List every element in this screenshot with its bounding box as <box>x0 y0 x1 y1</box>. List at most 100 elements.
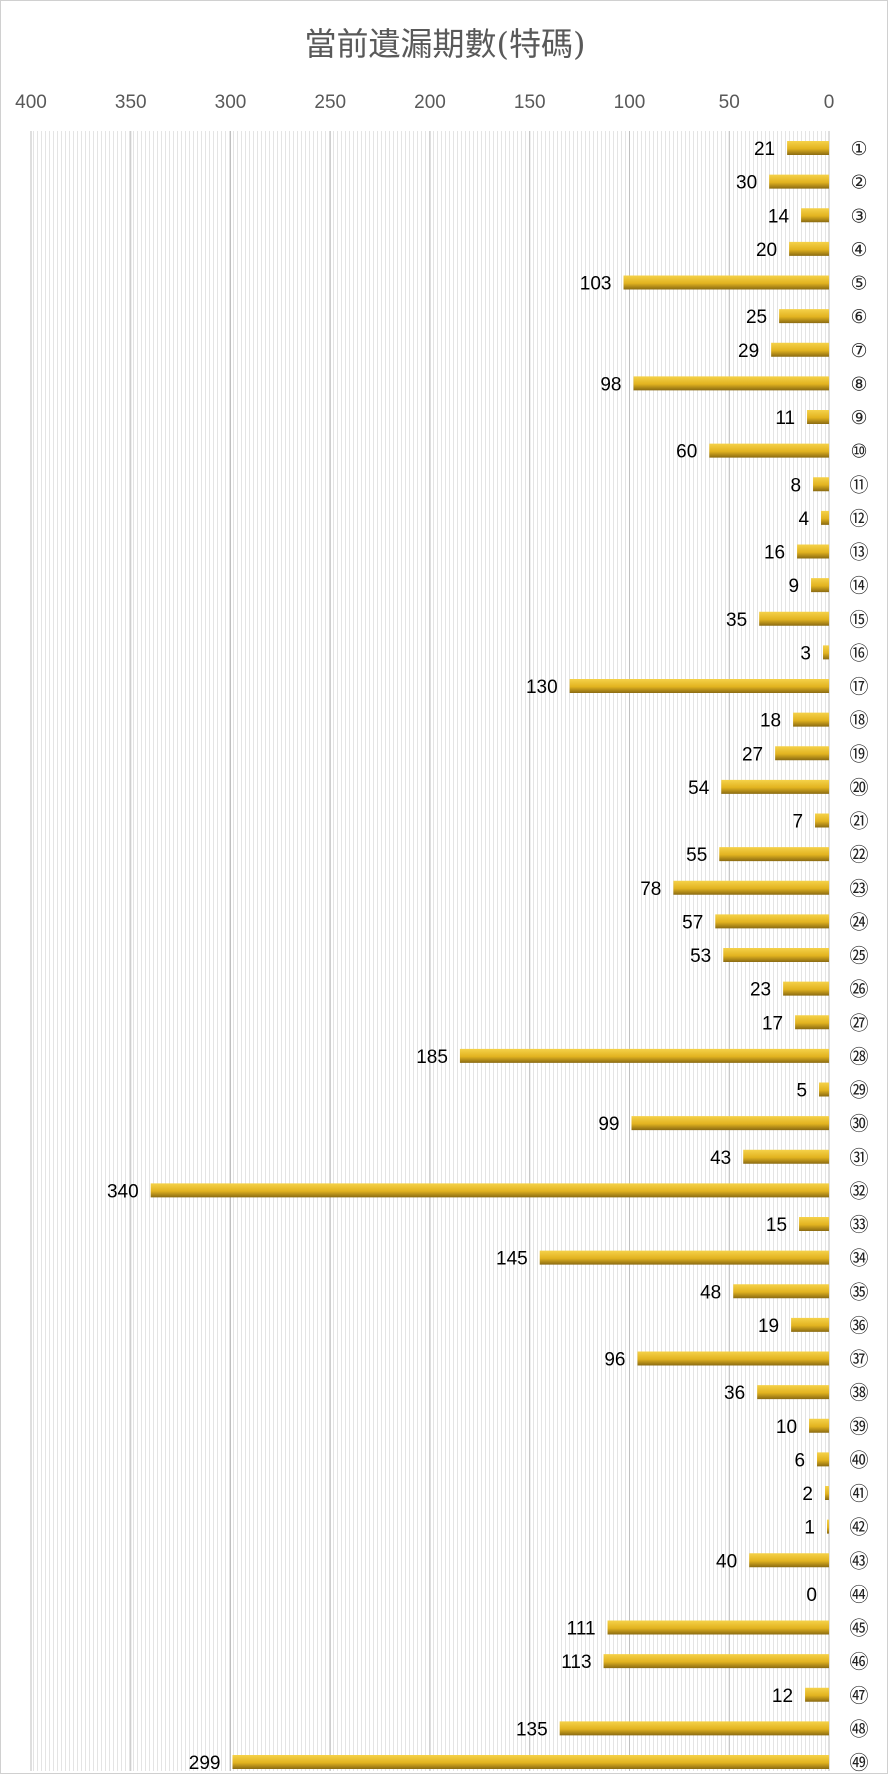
category-label: ㊲ <box>849 1349 868 1371</box>
bar <box>787 141 829 155</box>
x-tick-label: 0 <box>824 92 835 113</box>
bar <box>795 1015 829 1030</box>
bar <box>733 1284 829 1299</box>
category-label: ㉟ <box>849 1281 868 1303</box>
category-label: ㉘ <box>849 1046 868 1068</box>
bar <box>721 779 829 794</box>
category-label: ⑩ <box>850 441 867 463</box>
bar <box>809 1418 829 1433</box>
category-label: ⑪ <box>849 474 868 496</box>
bar <box>539 1250 829 1265</box>
category-label: ㉞ <box>849 1248 868 1270</box>
data-label: 48 <box>700 1282 721 1303</box>
category-label: ㊾ <box>849 1752 868 1774</box>
category-label: ⑥ <box>850 306 867 328</box>
category-label: ⑮ <box>849 609 868 631</box>
bar <box>825 1486 829 1500</box>
category-label: ① <box>850 138 867 160</box>
category-label: ㊻ <box>849 1651 868 1673</box>
data-label: 0 <box>806 1585 817 1606</box>
category-label: ㉚ <box>849 1113 868 1135</box>
data-label: 7 <box>792 812 803 833</box>
category-label: ㊴ <box>849 1416 868 1438</box>
x-tick-label: 50 <box>719 92 740 113</box>
category-label: ㊹ <box>849 1584 868 1606</box>
category-label: ㊼ <box>849 1685 868 1707</box>
data-label: 99 <box>598 1114 619 1135</box>
data-label: 135 <box>516 1719 548 1740</box>
data-label: 8 <box>790 475 801 496</box>
data-label: 19 <box>758 1316 779 1337</box>
bar <box>811 578 829 593</box>
data-label: 23 <box>750 980 771 1001</box>
x-tick-label: 200 <box>414 92 446 113</box>
data-label: 5 <box>796 1081 807 1102</box>
data-label: 30 <box>736 173 757 194</box>
category-label: ⑤ <box>850 273 867 295</box>
bar <box>821 510 829 525</box>
data-label: 20 <box>756 240 777 261</box>
category-label: ⑰ <box>849 676 868 698</box>
data-label: 60 <box>676 442 697 463</box>
category-label: ⑬ <box>849 542 868 564</box>
category-label: ㉖ <box>849 979 868 1001</box>
bar <box>569 679 829 693</box>
bar <box>759 611 829 626</box>
category-label: ② <box>850 172 867 194</box>
data-label: 12 <box>772 1686 793 1707</box>
category-label: ㊵ <box>849 1449 868 1471</box>
bar <box>817 1452 829 1467</box>
bar <box>723 948 829 962</box>
x-tick-label: 400 <box>15 92 47 113</box>
data-label: 111 <box>567 1619 596 1640</box>
data-label: 18 <box>760 711 781 732</box>
category-label: ⑧ <box>850 373 867 395</box>
data-label: 11 <box>775 408 795 429</box>
data-label: 40 <box>716 1551 737 1572</box>
data-label: 29 <box>738 341 759 362</box>
data-label: 53 <box>690 946 711 967</box>
data-label: 57 <box>682 912 703 933</box>
bar <box>793 712 829 727</box>
bar <box>715 914 829 929</box>
category-label: ⑫ <box>849 508 868 530</box>
bar <box>719 847 829 862</box>
data-label: 78 <box>640 879 661 900</box>
category-label: ㉕ <box>849 945 868 967</box>
bar <box>819 1082 829 1097</box>
data-label: 27 <box>742 744 763 765</box>
bar <box>797 544 829 559</box>
data-label: 98 <box>600 374 621 395</box>
category-label: ㊺ <box>849 1618 868 1640</box>
x-tick-label: 300 <box>215 92 247 113</box>
category-label: ㉗ <box>849 1012 868 1034</box>
data-label: 1 <box>804 1518 815 1539</box>
bar <box>631 1116 829 1131</box>
data-label: 299 <box>189 1753 221 1774</box>
data-label: 9 <box>788 576 799 597</box>
bar <box>459 1048 829 1063</box>
bar <box>807 410 829 424</box>
data-label: 340 <box>107 1181 139 1202</box>
data-label: 21 <box>754 139 775 160</box>
x-tick-label: 150 <box>514 92 546 113</box>
bar <box>775 746 829 761</box>
category-label: ⑭ <box>849 575 868 597</box>
bar <box>623 275 829 290</box>
bar <box>801 208 829 223</box>
data-label: 15 <box>766 1215 787 1236</box>
data-label: 185 <box>416 1047 448 1068</box>
bar <box>791 1317 829 1332</box>
category-label: ㊸ <box>849 1550 868 1572</box>
bar <box>815 813 829 828</box>
bar <box>559 1721 829 1736</box>
category-label: ㉝ <box>849 1214 868 1236</box>
x-tick-label: 100 <box>614 92 646 113</box>
bar <box>749 1553 829 1568</box>
category-label: ㉛ <box>849 1147 868 1169</box>
data-label: 25 <box>746 307 767 328</box>
data-label: 4 <box>798 509 809 530</box>
data-label: 55 <box>686 845 707 866</box>
data-label: 10 <box>776 1417 797 1438</box>
bar <box>827 1519 829 1534</box>
